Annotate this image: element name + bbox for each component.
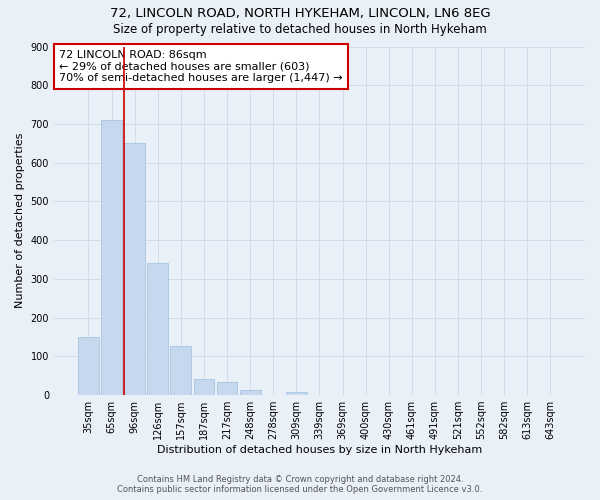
Bar xyxy=(286,392,307,395)
Text: 72 LINCOLN ROAD: 86sqm
← 29% of detached houses are smaller (603)
70% of semi-de: 72 LINCOLN ROAD: 86sqm ← 29% of detached… xyxy=(59,50,343,83)
Bar xyxy=(240,390,260,395)
Bar xyxy=(101,120,122,395)
Bar xyxy=(148,264,168,395)
X-axis label: Distribution of detached houses by size in North Hykeham: Distribution of detached houses by size … xyxy=(157,445,482,455)
Y-axis label: Number of detached properties: Number of detached properties xyxy=(15,133,25,308)
Text: Size of property relative to detached houses in North Hykeham: Size of property relative to detached ho… xyxy=(113,22,487,36)
Bar xyxy=(194,379,214,395)
Bar xyxy=(170,346,191,395)
Text: 72, LINCOLN ROAD, NORTH HYKEHAM, LINCOLN, LN6 8EG: 72, LINCOLN ROAD, NORTH HYKEHAM, LINCOLN… xyxy=(110,8,490,20)
Bar xyxy=(124,144,145,395)
Text: Contains HM Land Registry data © Crown copyright and database right 2024.
Contai: Contains HM Land Registry data © Crown c… xyxy=(118,474,482,494)
Bar xyxy=(217,382,238,395)
Bar xyxy=(78,337,99,395)
